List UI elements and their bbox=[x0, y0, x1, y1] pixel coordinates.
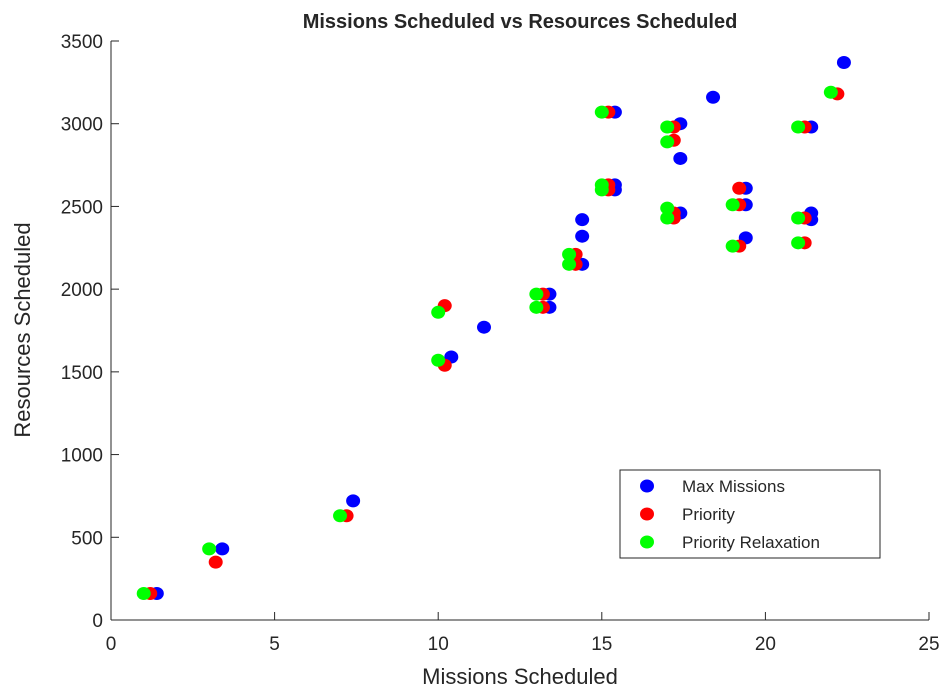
point bbox=[660, 120, 675, 134]
point bbox=[732, 181, 747, 195]
point bbox=[594, 105, 609, 119]
x-tick-label: 10 bbox=[428, 634, 449, 655]
point bbox=[202, 542, 217, 556]
point bbox=[346, 494, 361, 508]
y-axis-label: Resources Scheduled bbox=[10, 222, 35, 437]
point bbox=[706, 90, 721, 104]
point bbox=[208, 555, 223, 569]
y-tick-label: 3000 bbox=[61, 115, 103, 136]
point bbox=[477, 320, 492, 334]
point bbox=[575, 229, 590, 243]
point bbox=[673, 151, 688, 165]
point bbox=[660, 211, 675, 225]
point bbox=[660, 135, 675, 149]
point bbox=[660, 201, 675, 215]
x-tick-label: 20 bbox=[755, 634, 776, 655]
y-tick-label: 1500 bbox=[61, 363, 103, 384]
legend-label: Priority bbox=[682, 505, 735, 524]
x-axis-label: Missions Scheduled bbox=[422, 664, 618, 689]
legend-label: Priority Relaxation bbox=[682, 533, 820, 552]
y-tick-label: 500 bbox=[71, 528, 103, 549]
point bbox=[836, 56, 851, 70]
point bbox=[594, 183, 609, 197]
chart-title: Missions Scheduled vs Resources Schedule… bbox=[303, 11, 738, 33]
x-tick-label: 15 bbox=[591, 634, 612, 655]
legend-label: Max Missions bbox=[682, 477, 785, 496]
legend-marker bbox=[640, 507, 654, 521]
x-tick-label: 25 bbox=[918, 634, 939, 655]
point bbox=[431, 353, 446, 367]
x-tick-label: 0 bbox=[106, 634, 117, 655]
point bbox=[529, 287, 544, 301]
y-tick-label: 1000 bbox=[61, 446, 103, 467]
point bbox=[791, 236, 806, 250]
y-tick-label: 2500 bbox=[61, 197, 103, 218]
point bbox=[791, 211, 806, 225]
point bbox=[725, 198, 740, 212]
y-tick-label: 2000 bbox=[61, 280, 103, 301]
y-tick-label: 0 bbox=[92, 611, 103, 632]
point bbox=[215, 542, 230, 556]
point bbox=[575, 213, 590, 227]
x-tick-label: 5 bbox=[269, 634, 280, 655]
point bbox=[562, 247, 577, 261]
legend-box bbox=[619, 469, 881, 559]
point bbox=[333, 509, 348, 523]
point bbox=[791, 120, 806, 134]
y-tick-label: 3500 bbox=[61, 32, 103, 53]
point bbox=[529, 300, 544, 314]
point bbox=[562, 257, 577, 271]
point bbox=[431, 305, 446, 319]
legend-marker bbox=[640, 535, 654, 549]
point bbox=[823, 85, 838, 99]
legend-marker bbox=[640, 479, 654, 493]
point bbox=[725, 239, 740, 253]
point bbox=[136, 587, 151, 601]
